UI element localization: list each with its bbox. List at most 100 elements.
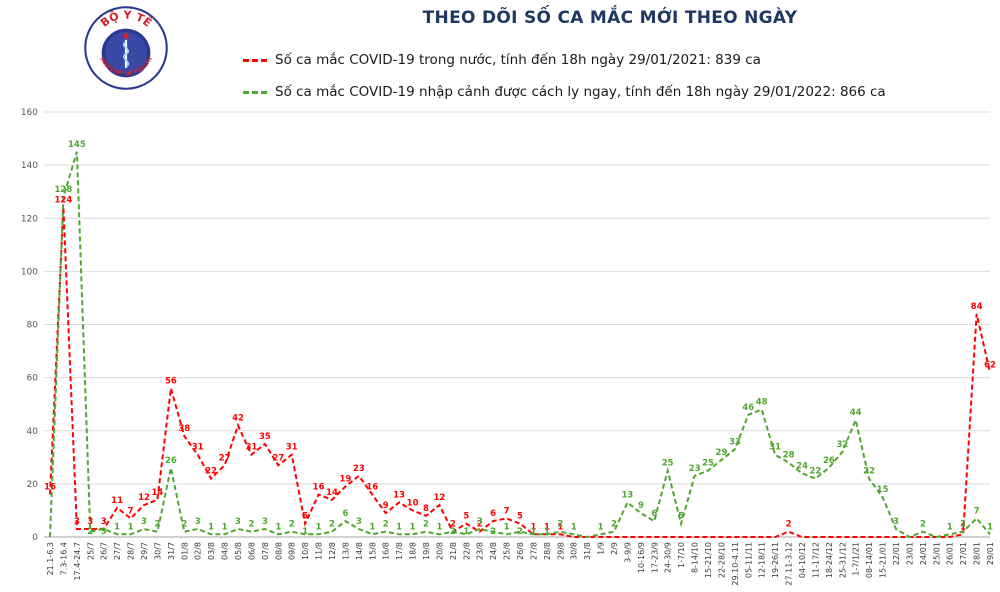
point-label: 1 [544,527,550,537]
point-label: 25 [662,459,674,469]
x-tick-label: 25/8 [503,542,512,560]
point-label: 26 [823,456,835,466]
x-tick-label: 26/7 [100,542,109,560]
x-tick-label: 22/8 [462,542,471,560]
x-tick-label: 25/01 [932,542,941,565]
point-label: 28 [783,451,795,461]
imported-series-dash-icon [243,90,267,94]
point-label: 31 [245,443,257,453]
point-label: 31 [192,443,204,453]
point-label: 13 [621,491,633,501]
x-tick-label: 11/8 [315,542,324,560]
point-label: 1 [128,522,134,532]
point-label: 32 [836,440,848,450]
point-label: 2 [329,520,335,530]
point-label: 14 [326,488,338,498]
page-title: THEO DÕI SỐ CA MẮC MỚI THEO NGÀY [422,8,798,28]
point-label: 23 [689,464,701,474]
x-tick-label: 07/8 [261,542,270,560]
point-label: 3 [74,517,80,527]
point-label: 2 [490,527,496,537]
point-label: 33 [729,437,741,447]
x-tick-label: 26/01 [946,542,955,565]
point-label: 3 [141,517,147,527]
y-tick-label: 40 [27,427,39,437]
point-label: 3 [87,517,93,527]
point-label: 24 [796,461,808,471]
logo-star-icon [121,31,131,40]
point-label: 13 [393,491,405,501]
point-label: 1 [114,522,120,532]
point-label: 1 [222,522,228,532]
point-label: 22 [863,467,875,477]
legend-label-domestic: Số ca mắc COVID-19 trong nước, tính đến … [275,52,761,68]
x-tick-label: 15-21/01 [879,542,888,578]
point-label: 16 [313,483,325,493]
x-tick-label: 28/8 [543,542,552,560]
point-label: 23 [353,464,365,474]
x-tick-label: 27/8 [529,542,538,560]
point-label: 1 [410,522,416,532]
point-label: 31 [286,443,298,453]
logo-snake-icon [122,41,130,68]
point-label: 35 [259,432,271,442]
x-tick-label: 12/8 [328,542,337,560]
x-tick-label: 19/8 [422,542,431,560]
series-line-domestic [49,207,991,538]
point-label: 16 [366,483,378,493]
point-label: 1 [369,522,375,532]
x-tick-label: 22-28/10 [717,542,726,578]
point-label: 2 [87,527,93,537]
point-label: 3 [893,517,899,527]
x-tick-label: 21.1-6.3 [46,542,55,575]
x-axis-labels: 21.1-6.3 7.3-16.4 17.4-24.7 25/7 26/7 27/7 28/… [46,542,995,586]
point-label: 1 [571,522,577,532]
point-label: 1 [436,522,442,532]
point-label: 7 [128,506,134,516]
point-label: 5 [678,512,684,522]
x-tick-label: 31/7 [167,542,176,560]
x-tick-label: 09/8 [288,542,297,560]
ministry-of-health-logo: BỘ Y TẾ MINISTRY OF HEALTH [84,6,168,90]
point-label: 1 [504,522,510,532]
point-label: 2 [423,520,429,530]
x-tick-label: 15-21/10 [704,542,713,578]
x-tick-label: 23/01 [905,542,914,565]
point-label: 42 [232,413,244,423]
x-tick-label: 28/01 [973,542,982,565]
x-tick-label: 24/8 [489,542,498,560]
x-tick-label: 29/8 [556,542,565,560]
y-tick-label: 60 [27,374,39,384]
x-tick-label: 11-17/12 [811,542,820,578]
point-label: 27 [272,453,284,463]
point-label: 56 [165,376,177,386]
point-label: 31 [769,443,781,453]
x-tick-label: 14/8 [355,542,364,560]
gridlines [44,111,990,538]
point-label: 10 [407,498,419,508]
x-tick-label: 25/7 [86,542,95,560]
point-label: 5 [302,512,308,522]
point-label: 3 [101,517,107,527]
point-label: 124 [55,196,73,206]
y-tick-label: 100 [21,267,38,277]
y-tick-label: 20 [27,480,39,490]
x-tick-label: 1-7/10 [677,542,686,568]
legend-label-imported: Số ca mắc COVID-19 nhập cảnh được cách l… [275,84,886,100]
series-line-imported [49,151,991,539]
y-tick-label: 140 [21,161,38,171]
legend-item-imported: Số ca mắc COVID-19 nhập cảnh được cách l… [243,76,886,108]
point-label: 1 [275,522,281,532]
point-label: 2 [450,520,456,530]
x-tick-label: 13/8 [341,542,350,560]
point-label: 2 [154,520,160,530]
point-label: 7 [974,506,980,516]
point-label: 6 [651,509,657,519]
x-tick-label: 19-26/11 [771,542,780,578]
point-label: 11 [111,496,123,506]
x-tick-label: 17-23/9 [650,542,659,573]
x-tick-label: 08-14/01 [865,542,874,578]
point-label: 1 [396,522,402,532]
x-tick-label: 29/01 [986,542,995,565]
